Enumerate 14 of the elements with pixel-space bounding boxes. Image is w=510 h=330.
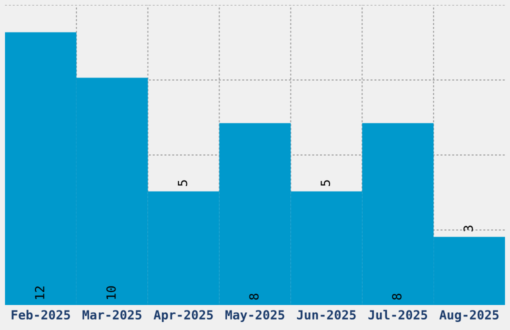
- data-label: 3: [463, 226, 473, 232]
- x-tick-label: Aug-2025: [439, 310, 499, 322]
- data-label: 8: [249, 294, 259, 300]
- data-label: 10: [106, 286, 116, 299]
- data-label: 5: [320, 180, 330, 186]
- x-tick-label: Jul-2025: [368, 310, 428, 320]
- x-tick-label: Mar-2025: [82, 310, 142, 320]
- data-label: 8: [392, 294, 402, 300]
- x-tick-label: Apr-2025: [154, 310, 213, 322]
- x-tick-label: Feb-2025: [12, 310, 70, 320]
- x-tick-label: Jun-2025: [296, 310, 356, 320]
- x-tick-label: May-2025: [225, 310, 284, 322]
- data-label: 5: [178, 180, 188, 186]
- data-label: 12: [34, 286, 44, 299]
